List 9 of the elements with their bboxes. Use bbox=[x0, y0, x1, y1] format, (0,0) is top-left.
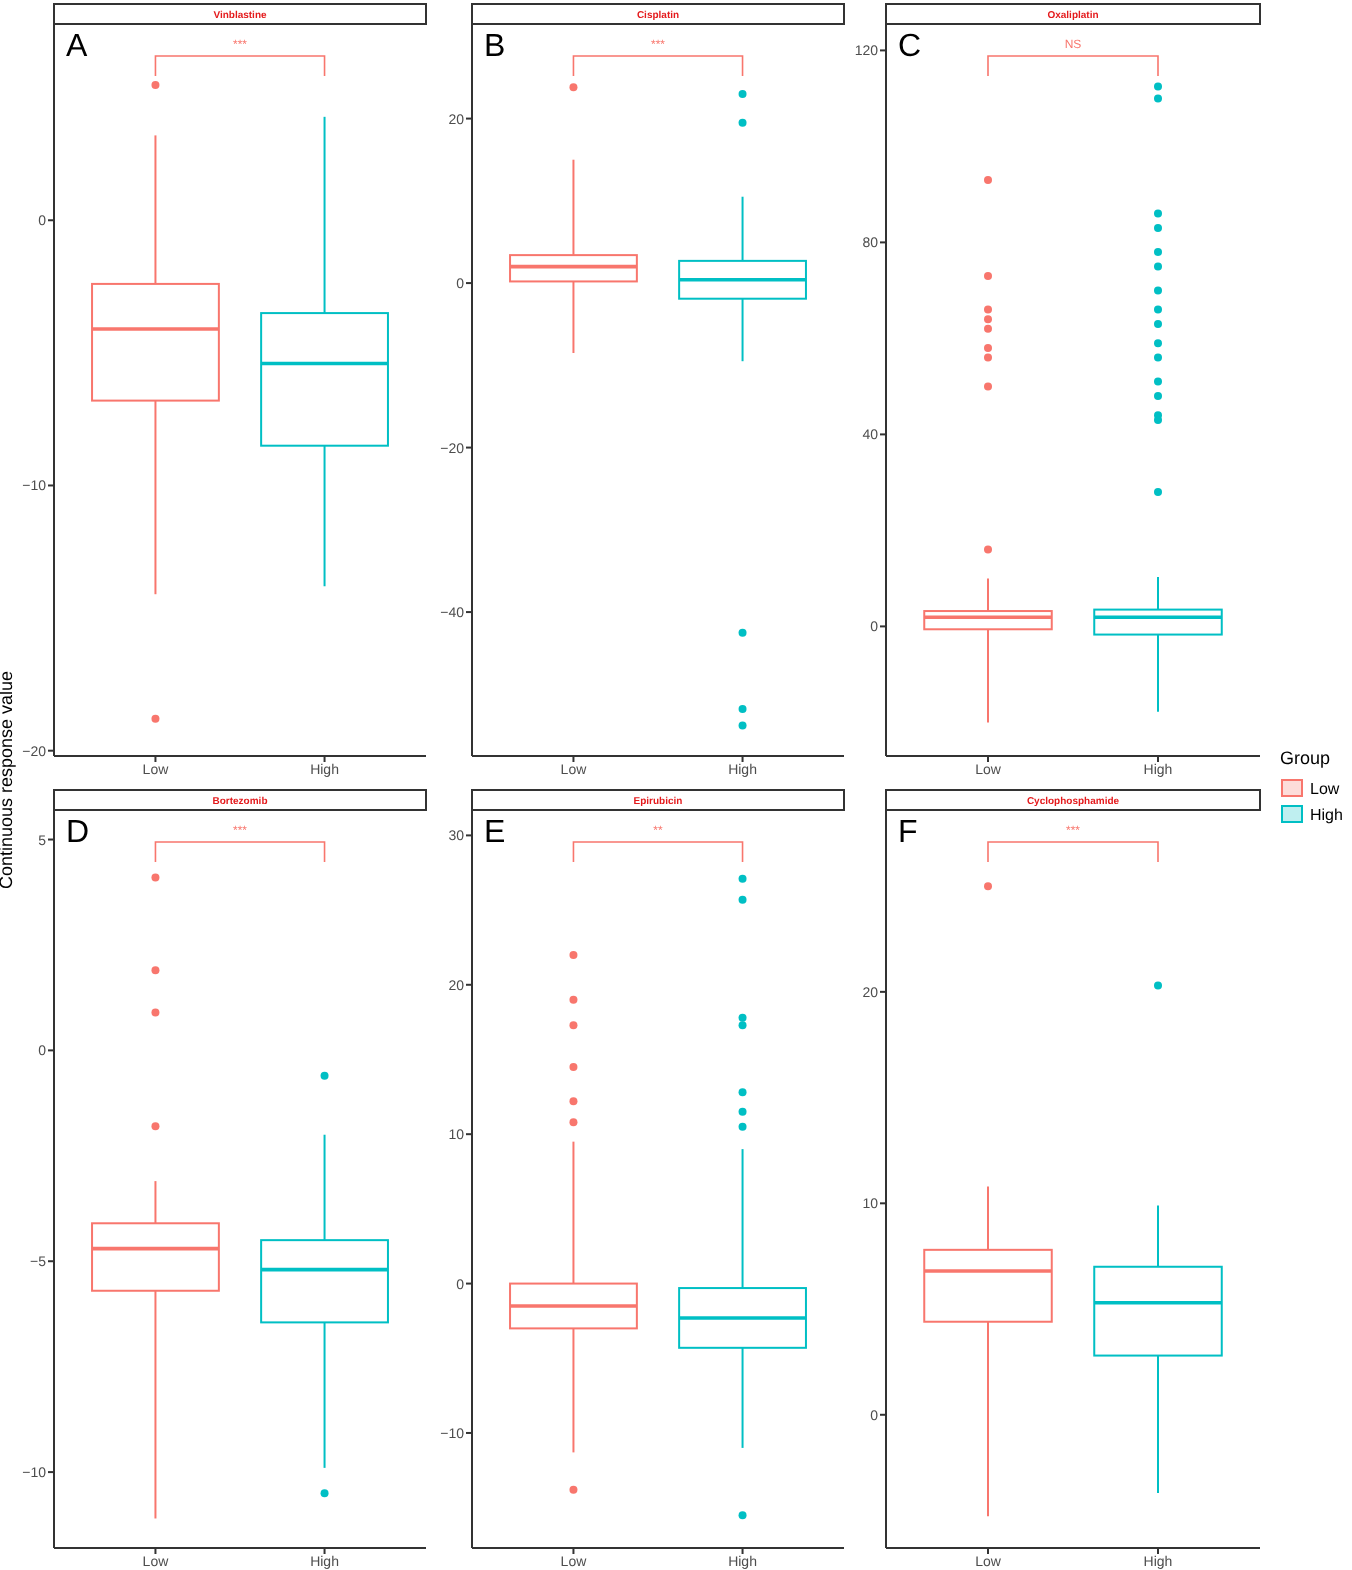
annotation: B bbox=[484, 30, 506, 64]
legend-label: High bbox=[1310, 806, 1343, 824]
annotation: F bbox=[898, 816, 918, 850]
annotation: E bbox=[484, 816, 506, 850]
annotation: D bbox=[66, 816, 90, 850]
annotation: A bbox=[66, 30, 88, 64]
annotation: C bbox=[898, 30, 922, 64]
legend-label: Low bbox=[1310, 780, 1340, 798]
legend-title: Group bbox=[1280, 748, 1331, 768]
